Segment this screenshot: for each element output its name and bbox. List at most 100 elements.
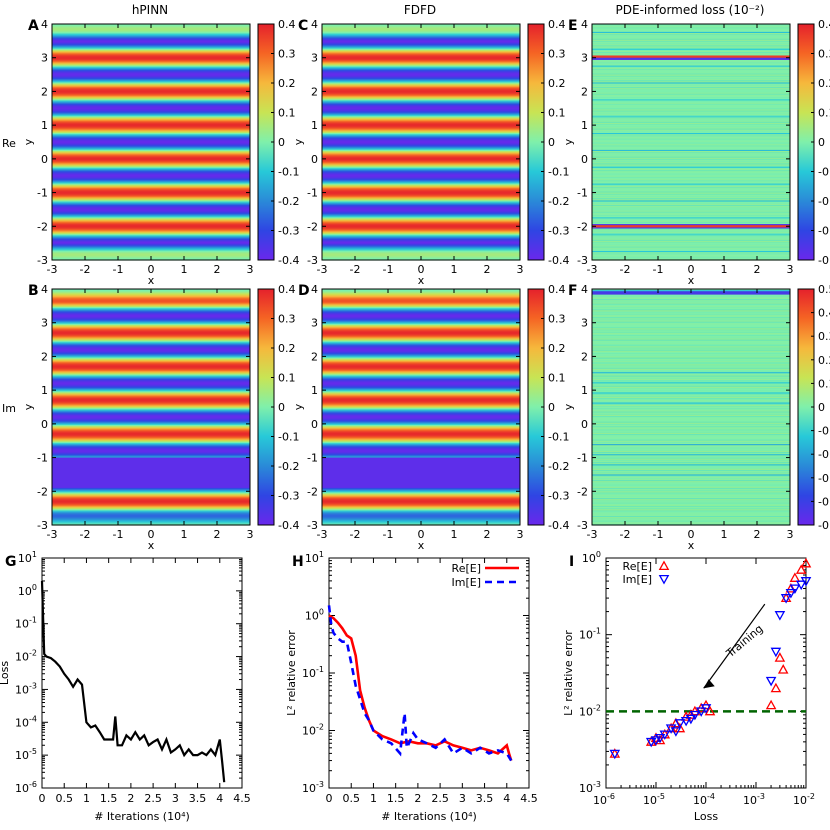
heatmap-cell — [52, 88, 250, 90]
heatmap-cell — [322, 502, 520, 505]
heatmap-cell — [322, 117, 520, 119]
heatmap-cell — [322, 164, 520, 167]
heatmap-cell — [592, 138, 790, 141]
heatmap-cell — [592, 231, 790, 234]
heatmap-cell — [592, 312, 790, 315]
colorbar-tick-label: -0.4 — [278, 254, 299, 267]
heatmap-cell — [52, 147, 250, 150]
heatmap-cell — [52, 402, 250, 405]
heatmap-cell — [322, 310, 520, 313]
heatmap-cell — [592, 476, 790, 479]
heatmap-cell — [592, 429, 790, 432]
heatmap-cell — [52, 299, 250, 301]
heatmap-cell — [322, 455, 520, 458]
heatmap-cell — [322, 55, 520, 58]
heatmap-cell — [52, 115, 250, 117]
heatmap-cell — [322, 99, 520, 102]
heatmap-cell — [592, 124, 790, 126]
y-tick-label: 1 — [41, 384, 48, 397]
heatmap-cell — [52, 514, 250, 517]
heatmap-cell — [592, 293, 790, 296]
heatmap-cell — [592, 500, 790, 502]
heatmap-cell — [322, 137, 520, 140]
heatmap-cell — [322, 366, 520, 369]
y-tick-label: 0 — [41, 153, 48, 166]
heatmap-cell — [592, 401, 790, 404]
heatmap-cell — [322, 119, 520, 122]
heatmap-cell — [52, 292, 250, 295]
heatmap-cell — [52, 392, 250, 395]
heatmap-cell — [322, 39, 520, 42]
heatmap-cell — [322, 378, 520, 381]
heatmap-cell — [322, 41, 520, 44]
heatmap-cell — [52, 471, 250, 473]
heatmap-cell — [52, 412, 250, 415]
im-marker — [650, 736, 662, 746]
heatmap-cell — [52, 384, 250, 387]
heatmap-cell — [322, 107, 520, 109]
heatmap-cell — [322, 409, 520, 411]
heatmap-cell — [592, 516, 790, 518]
heatmap-cell — [322, 242, 520, 244]
heatmap-cell — [592, 189, 790, 191]
heatmap-cell — [52, 102, 250, 105]
heatmap-cell — [322, 410, 520, 413]
heatmap-cell — [592, 217, 790, 220]
heatmap-cell — [592, 224, 790, 226]
heatmap-cell — [322, 308, 520, 310]
heatmap-cell — [52, 498, 250, 500]
heatmap-cell — [322, 144, 520, 146]
heatmap-cell — [592, 438, 790, 441]
heatmap-cell — [592, 300, 790, 302]
heatmap-cell — [592, 83, 790, 86]
heatmap-cell — [52, 466, 250, 469]
heatmap-cell — [592, 468, 790, 471]
heatmap-cell — [52, 72, 250, 75]
heatmap-cell — [322, 475, 520, 478]
heatmap-cell — [322, 514, 520, 517]
heatmap-cell — [322, 303, 520, 306]
heatmap-cell — [592, 68, 790, 71]
heatmap-cell — [592, 295, 790, 298]
heatmap-cell — [322, 414, 520, 417]
heatmap-cell — [592, 331, 790, 334]
heatmap-cell — [322, 233, 520, 235]
heatmap-cell — [592, 457, 790, 460]
heatmap-cell — [592, 327, 790, 329]
colorbar-tick-label: 0.2 — [548, 342, 566, 355]
heatmap-cell — [52, 153, 250, 155]
heatmap-cell — [322, 320, 520, 323]
heatmap-cell — [52, 311, 250, 314]
heatmap-cell — [592, 62, 790, 64]
heatmap-cell — [52, 342, 250, 345]
x-tick-label: 1 — [181, 263, 188, 276]
heatmap-cell — [592, 402, 790, 405]
heatmap-cell — [592, 75, 790, 78]
heatmap-cell — [592, 179, 790, 181]
heatmap-cell — [52, 226, 250, 229]
heatmap-cell — [52, 294, 250, 297]
heatmap-cell — [592, 98, 790, 100]
heatmap-cell — [592, 162, 790, 164]
x-tick-label: 2 — [214, 263, 221, 276]
y-tick-label: 10-1 — [15, 616, 37, 631]
heatmap-cell — [52, 45, 250, 48]
heatmap-cell — [52, 201, 250, 204]
heatmap-cell — [52, 244, 250, 246]
heatmap-cell — [322, 124, 520, 126]
x-tick-label: -1 — [653, 263, 664, 276]
heatmap-cell — [322, 407, 520, 409]
heatmap-cell — [322, 98, 520, 100]
heatmap-cell — [52, 381, 250, 383]
heatmap-cell — [322, 369, 520, 372]
colorbar-tick-label: -0.1 — [278, 166, 299, 179]
heatmap-cell — [322, 418, 520, 420]
heatmap-cell — [52, 349, 250, 352]
y-tick-label: 10-1 — [579, 627, 601, 642]
heatmap-cell — [52, 133, 250, 135]
heatmap-cell — [592, 418, 790, 420]
column-title-fdfd: FDFD — [404, 3, 436, 17]
heatmap-cell — [592, 253, 790, 255]
heatmap-cell — [322, 220, 520, 223]
heatmap-cell — [592, 81, 790, 84]
